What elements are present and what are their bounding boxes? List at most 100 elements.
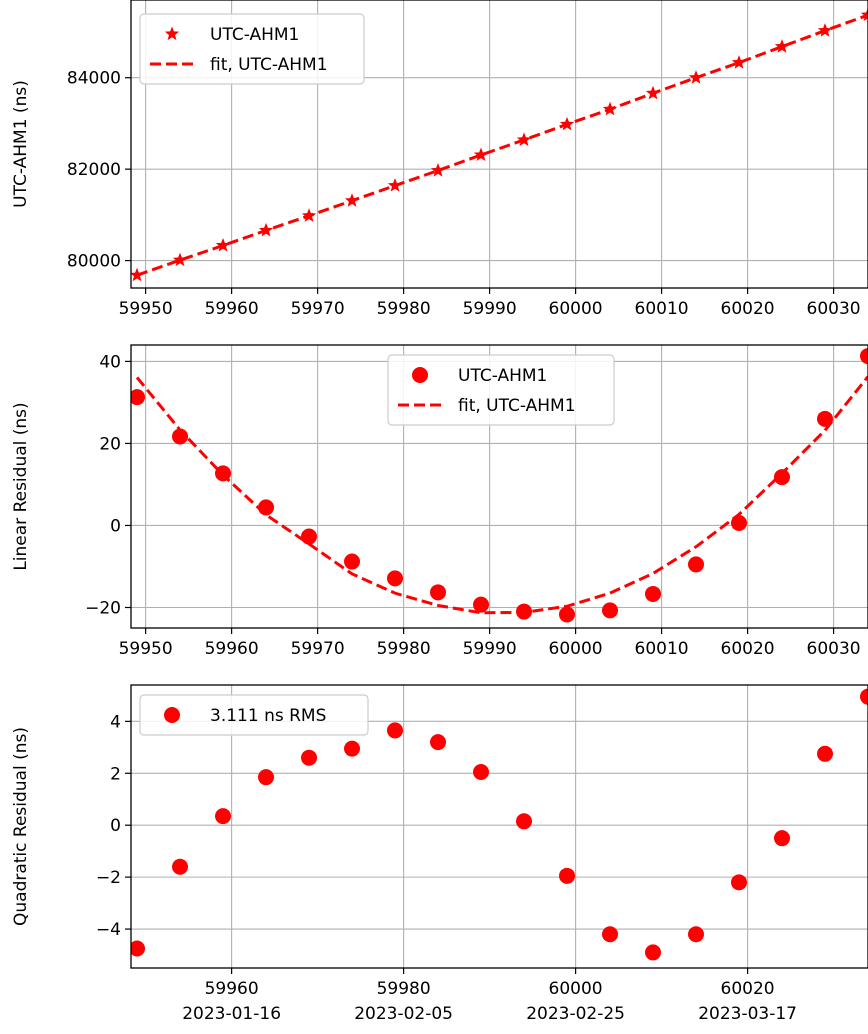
data-point xyxy=(215,465,232,482)
axes-frame xyxy=(130,684,868,969)
x-tick-label: 59950 xyxy=(119,299,173,319)
x-tick-label: 59980 xyxy=(377,639,431,659)
chart-panel-3: 59960 2023-01-16 59980 2023-02-05 60000 2023-… xyxy=(11,684,868,1024)
x-tick-label: 59980 xyxy=(377,979,431,999)
data-point xyxy=(172,858,189,875)
data-point xyxy=(215,808,232,825)
grid-lines xyxy=(131,685,868,968)
legend: 3.111 ns RMS xyxy=(139,694,369,736)
x-tick-label: 59970 xyxy=(291,639,345,659)
data-point xyxy=(860,348,868,365)
legend-circle-swatch xyxy=(412,367,428,383)
data-point xyxy=(344,553,361,570)
data-point xyxy=(817,410,834,427)
x-tick-label: 59960 xyxy=(205,299,259,319)
x-tick-label: 59990 xyxy=(463,639,517,659)
data-point xyxy=(131,940,146,957)
data-point-star xyxy=(817,23,833,37)
y-tick-label: −2 xyxy=(96,868,121,888)
x-tick-date-label: 2023-01-16 xyxy=(182,1004,281,1024)
data-point-star xyxy=(516,132,532,146)
y-tick-label: 0 xyxy=(110,516,121,536)
data-point xyxy=(430,584,447,601)
x-tick-label: 59970 xyxy=(291,299,345,319)
legend-star-swatch xyxy=(164,26,180,41)
data-point-star xyxy=(688,70,704,84)
data-point xyxy=(430,734,447,751)
fit-line xyxy=(136,13,868,277)
data-point xyxy=(387,722,404,739)
data-point-star xyxy=(301,208,317,222)
y-tick-label: 20 xyxy=(99,434,121,454)
x-tick-date-label: 2023-02-25 xyxy=(526,1004,625,1024)
legend-label: fit, UTC-AHM1 xyxy=(458,396,576,416)
data-point xyxy=(473,596,490,613)
x-tick-label: 60030 xyxy=(807,639,861,659)
x-tick-label: 60000 xyxy=(549,979,603,999)
data-point xyxy=(559,867,576,884)
data-point-star xyxy=(559,116,575,131)
legend: UTC-AHM1 fit, UTC-AHM1 xyxy=(139,13,365,85)
legend-label: UTC-AHM1 xyxy=(458,366,547,386)
data-point-star xyxy=(645,85,661,100)
data-point xyxy=(559,606,576,623)
data-point xyxy=(731,515,748,532)
data-point-star xyxy=(344,193,360,207)
data-point-star xyxy=(215,237,231,252)
data-point xyxy=(258,769,275,786)
x-tick-label: 59960 xyxy=(205,979,259,999)
data-point xyxy=(172,428,189,445)
data-point xyxy=(301,528,318,545)
data-point xyxy=(258,499,275,516)
y-tick-label: 4 xyxy=(110,712,121,732)
legend-box xyxy=(139,13,365,85)
data-point xyxy=(516,603,533,620)
data-point-star xyxy=(430,163,446,177)
legend-label: 3.111 ns RMS xyxy=(210,706,326,726)
data-point xyxy=(688,556,705,573)
series-group xyxy=(131,7,868,282)
y-tick-label: 84000 xyxy=(67,69,121,89)
y-tick-label: −20 xyxy=(85,598,121,618)
y-tick-label: 2 xyxy=(110,764,121,784)
data-point-star xyxy=(731,55,747,69)
data-point xyxy=(645,944,662,961)
y-tick-label: 82000 xyxy=(67,160,121,180)
data-point xyxy=(387,570,404,587)
data-point xyxy=(602,926,619,943)
data-point xyxy=(817,745,834,762)
legend-label: UTC-AHM1 xyxy=(210,25,299,45)
x-tick-date-label: 2023-03-17 xyxy=(698,1004,797,1024)
data-point-star xyxy=(387,178,403,192)
axes-frame xyxy=(130,0,868,289)
x-tick-label: 60030 xyxy=(807,299,861,319)
data-point xyxy=(602,602,619,619)
x-tick-label: 60020 xyxy=(721,979,775,999)
data-point xyxy=(344,740,361,757)
y-axis-label: Quadratic Residual (ns) xyxy=(11,727,31,926)
axes-frame xyxy=(130,344,868,629)
legend-circle-swatch xyxy=(164,707,180,723)
x-tick-label: 60000 xyxy=(549,639,603,659)
data-point xyxy=(516,813,533,830)
data-point-star xyxy=(172,252,188,267)
x-tick-date-label: 2023-02-05 xyxy=(354,1004,453,1024)
x-tick-label: 60010 xyxy=(635,299,689,319)
x-tick-label: 59960 xyxy=(205,639,259,659)
data-point-star xyxy=(473,147,489,162)
data-point xyxy=(473,763,490,780)
y-tick-label: 40 xyxy=(99,352,121,372)
legend-box xyxy=(387,354,615,426)
x-tick-label: 60020 xyxy=(721,639,775,659)
data-point-star xyxy=(258,222,274,237)
x-tick-label: 59950 xyxy=(119,639,173,659)
data-point-star xyxy=(602,101,618,116)
data-point xyxy=(774,469,791,486)
data-point-star xyxy=(774,39,790,53)
chart-panel-1: 59950 59960 59970 59980 59990 60000 60010 60020… xyxy=(11,0,868,319)
x-tick-label: 60020 xyxy=(721,299,775,319)
data-point-star xyxy=(860,7,868,22)
data-point xyxy=(774,830,791,847)
series-group xyxy=(131,688,868,961)
